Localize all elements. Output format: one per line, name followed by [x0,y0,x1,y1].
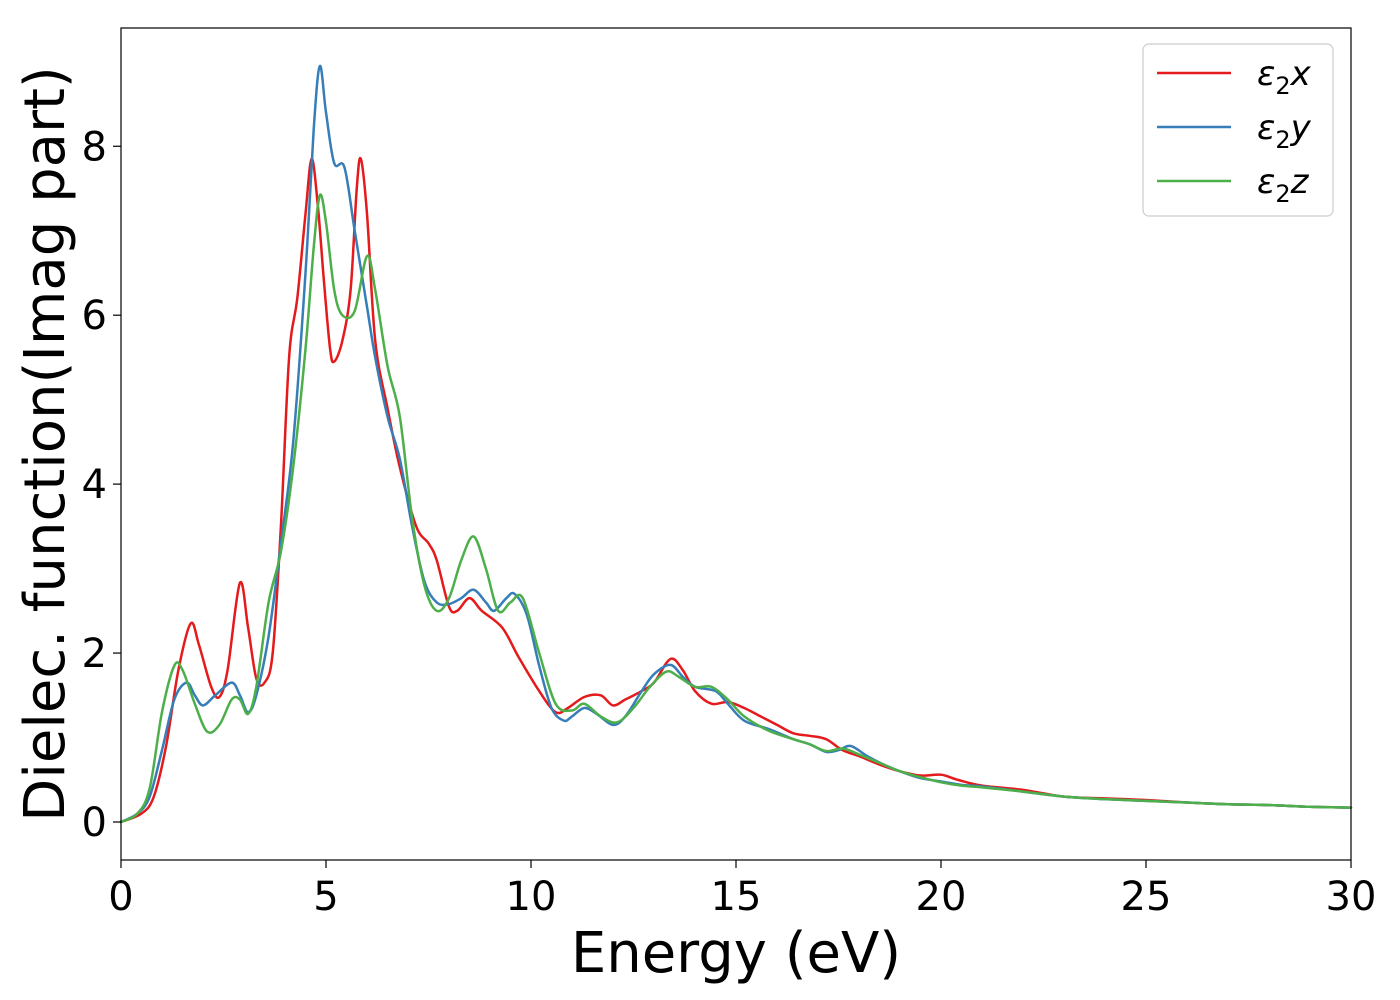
legend-label-z: ε2z [1257,162,1310,208]
y-axis-ticks: 0 2 4 6 8 [82,124,121,846]
x-tick-label: 20 [916,874,967,920]
legend-label-y: ε2y [1257,108,1312,154]
legend-label-x: ε2x [1257,54,1312,100]
y-tick-label: 4 [82,462,107,508]
x-tick-label: 10 [506,874,557,920]
y-axis-title: Dielec. function(Imag part) [13,66,78,822]
legend: ε2x ε2y ε2z [1142,43,1334,217]
x-tick-label: 15 [711,874,762,920]
x-tick-label: 5 [313,874,338,920]
y-tick-label: 8 [82,124,107,170]
y-tick-label: 6 [82,293,107,339]
series-line-z [119,193,1353,824]
x-tick-label: 0 [108,874,133,920]
y-tick-label: 0 [82,800,107,846]
legend-box [1142,43,1334,217]
x-axis-ticks: 0 5 10 15 20 25 30 [108,860,1376,920]
y-tick-label: 2 [82,631,107,677]
x-tick-label: 30 [1326,874,1377,920]
series-layer [119,64,1353,824]
x-axis-title: Energy (eV) [571,921,901,986]
x-tick-label: 25 [1121,874,1172,920]
